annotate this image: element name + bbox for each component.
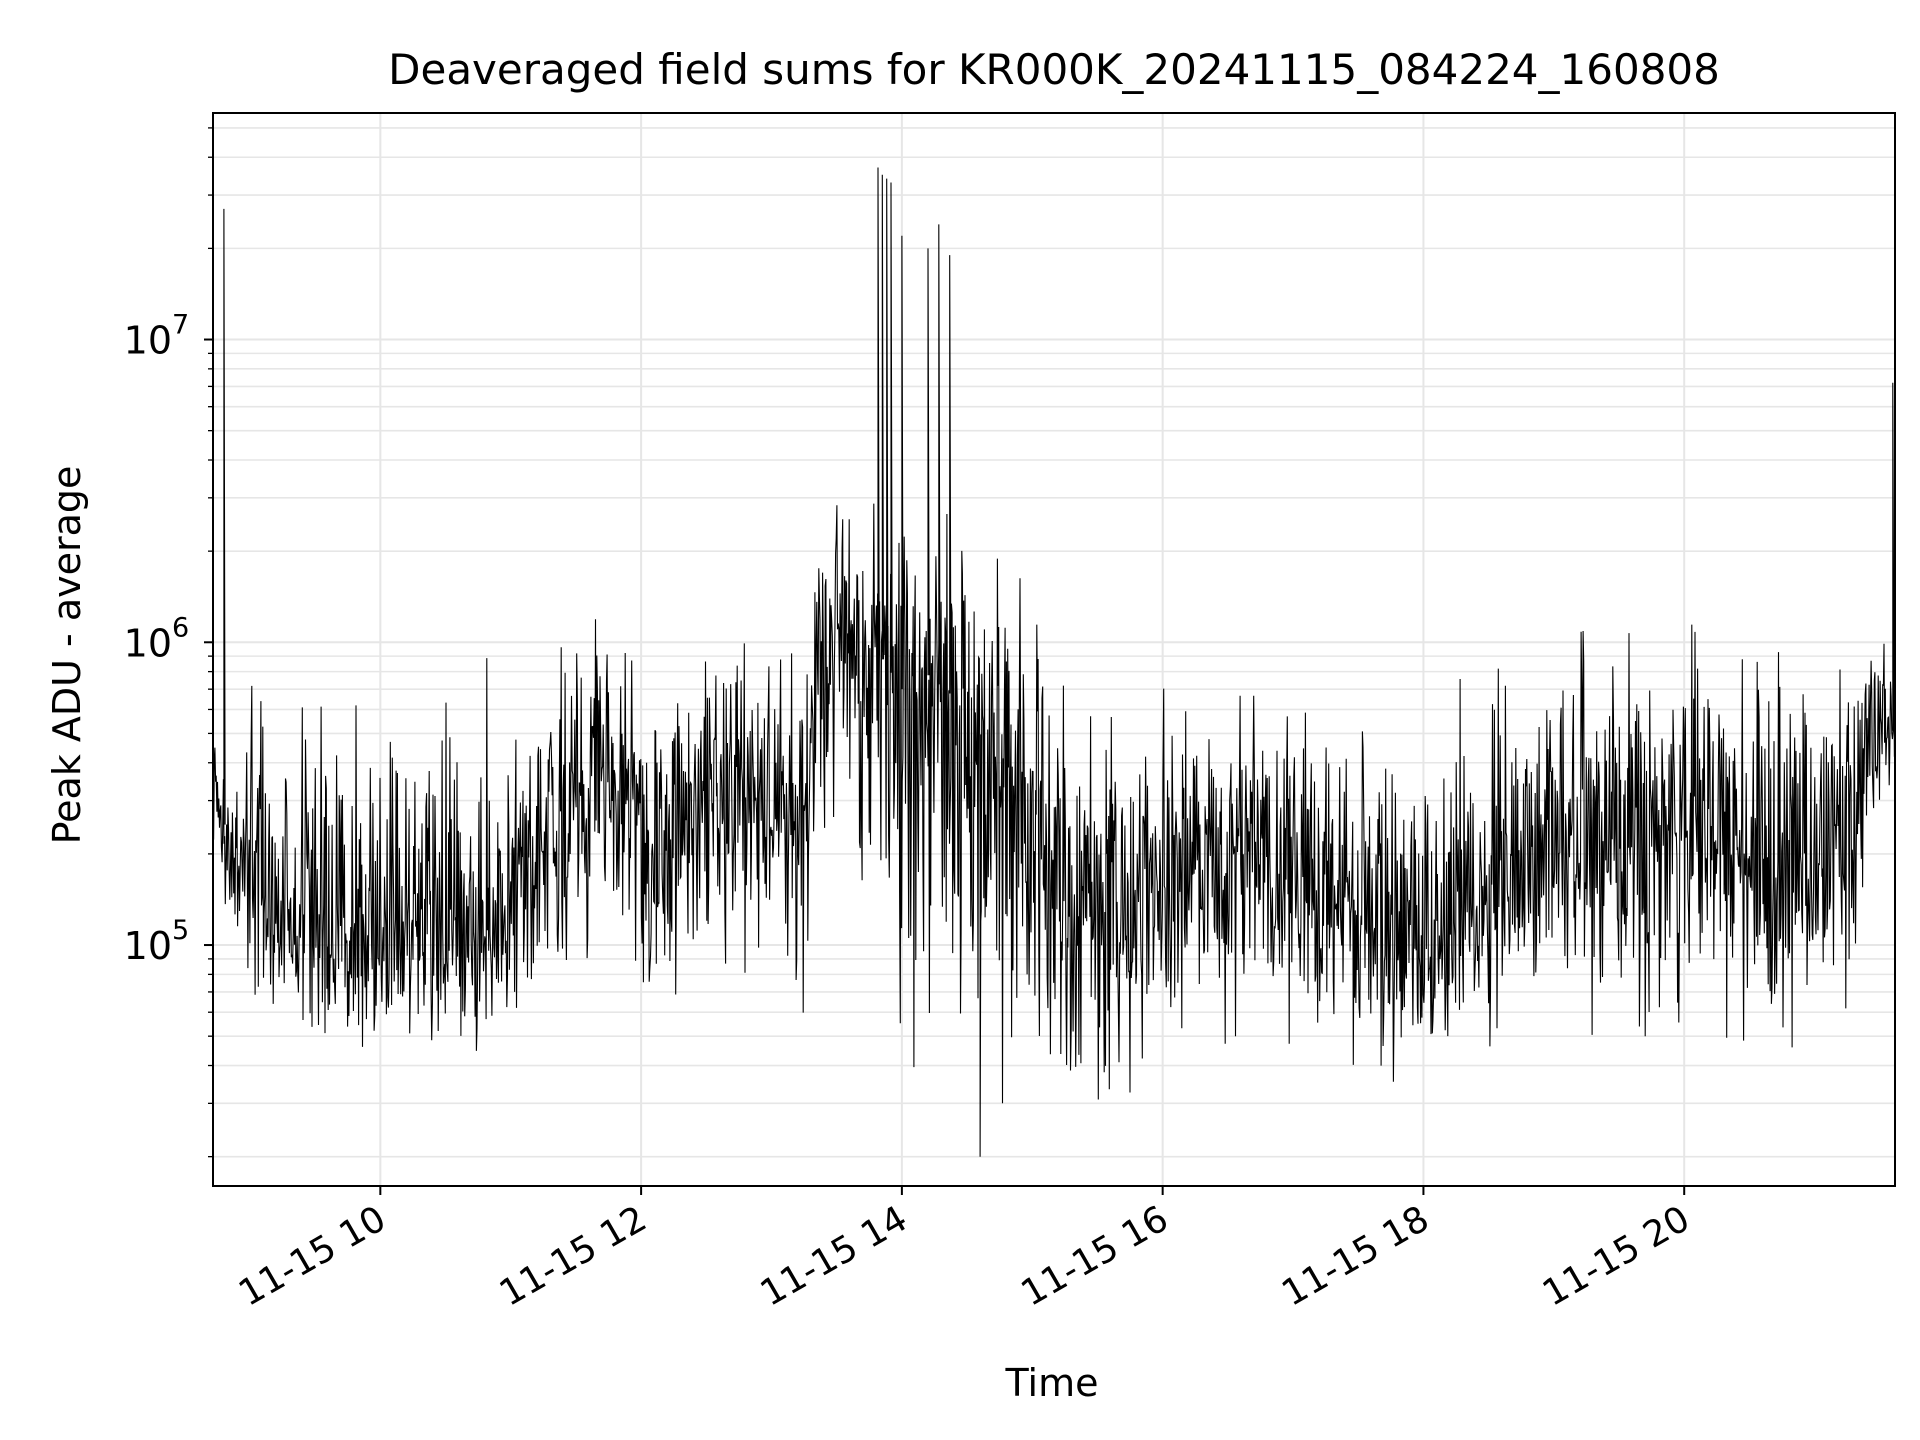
series-line (212, 167, 1896, 1157)
plot-area-frame (212, 112, 1896, 1187)
y-tick-label: 10 7 (124, 310, 190, 363)
y-tick-label-exponent: 6 (172, 612, 189, 643)
y-tick-label-exponent: 7 (172, 310, 189, 341)
y-tick-label-base: 10 (124, 924, 172, 968)
y-tick-label: 10 6 (124, 612, 190, 665)
chart-title: Deaveraged field sums for KR000K_2024111… (388, 45, 1720, 94)
y-tick-label-exponent: 5 (172, 915, 189, 946)
series-line-group (212, 167, 1896, 1157)
y-axis-label: Peak ADU - average (45, 466, 89, 845)
y-tick-label-base: 10 (124, 621, 172, 665)
x-axis-label: Time (1005, 1361, 1099, 1405)
y-tick-label: 10 5 (124, 915, 190, 968)
y-tick-label-base: 10 (124, 319, 172, 363)
